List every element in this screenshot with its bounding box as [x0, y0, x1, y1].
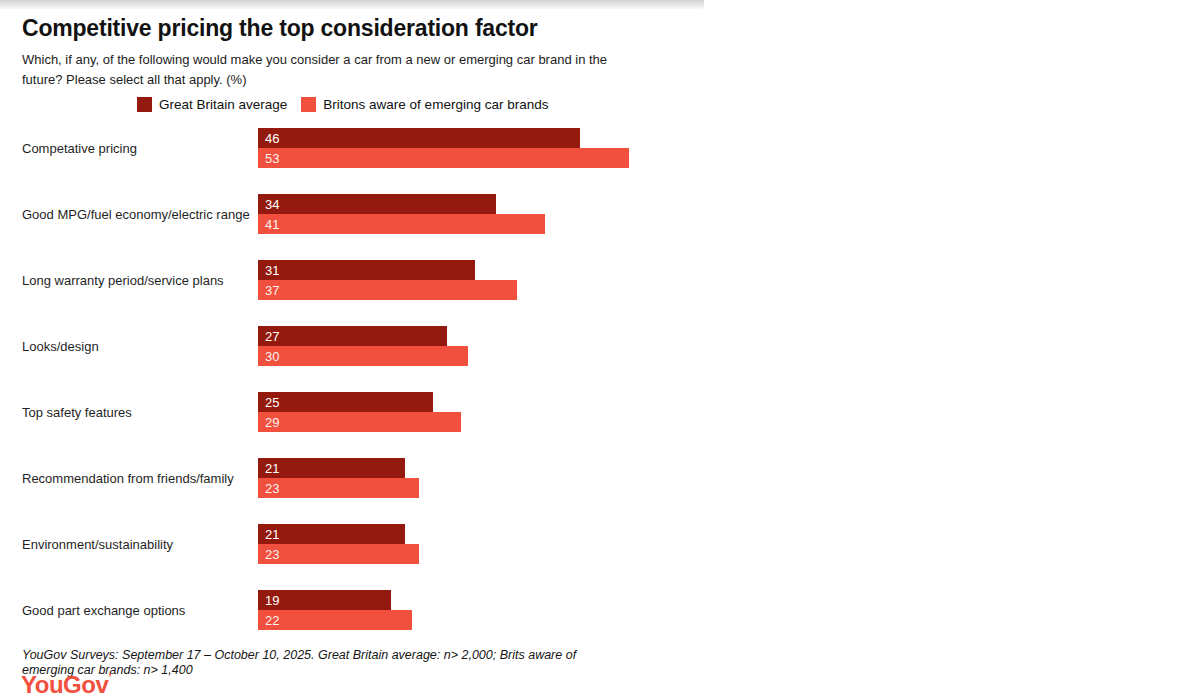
bar-gb-average: 27: [258, 326, 447, 346]
bar-pair: 2123: [258, 524, 419, 564]
bar-gb-average: 25: [258, 392, 433, 412]
bar-pair: 2730: [258, 326, 468, 366]
category-label: Good MPG/fuel economy/electric range: [22, 194, 254, 234]
bar-gb-average: 21: [258, 524, 405, 544]
bar-pair: 2529: [258, 392, 461, 432]
window-edge-strip: [0, 0, 704, 9]
bar-britons-aware: 29: [258, 412, 461, 432]
value-label: 23: [258, 547, 279, 562]
value-label: 37: [258, 283, 279, 298]
chart-row: Environment/sustainability 2123: [0, 524, 720, 590]
category-label: Top safety features: [22, 392, 254, 432]
bar-gb-average: 46: [258, 128, 580, 148]
bar-gb-average: 31: [258, 260, 475, 280]
value-label: 46: [258, 131, 279, 146]
value-label: 27: [258, 329, 279, 344]
value-label: 21: [258, 461, 279, 476]
page-title: Competitive pricing the top consideratio…: [22, 15, 538, 42]
category-label: Good part exchange options: [22, 590, 254, 630]
chart-row: Long warranty period/service plans 3137: [0, 260, 720, 326]
chart-row: Good MPG/fuel economy/electric range 344…: [0, 194, 720, 260]
value-label: 19: [258, 593, 279, 608]
value-label: 22: [258, 613, 279, 628]
bar-britons-aware: 53: [258, 148, 629, 168]
legend-label: Britons aware of emerging car brands: [323, 97, 548, 112]
legend-swatch-icon: [301, 97, 316, 112]
category-label: Environment/sustainability: [22, 524, 254, 564]
category-label: Long warranty period/service plans: [22, 260, 254, 300]
bar-chart: Competative pricing 4653 Good MPG/fuel e…: [0, 128, 720, 656]
chart-row: Looks/design 2730: [0, 326, 720, 392]
value-label: 31: [258, 263, 279, 278]
bar-gb-average: 19: [258, 590, 391, 610]
category-label: Looks/design: [22, 326, 254, 366]
chart-canvas: Competitive pricing the top consideratio…: [0, 0, 1200, 700]
chart-legend: Great Britain average Britons aware of e…: [137, 97, 548, 112]
value-label: 23: [258, 481, 279, 496]
yougov-logo-mark: ’: [108, 670, 111, 685]
bar-pair: 2123: [258, 458, 419, 498]
bar-britons-aware: 23: [258, 478, 419, 498]
yougov-logo-text: YouGov: [21, 671, 108, 698]
chart-row: Top safety features 2529: [0, 392, 720, 458]
bar-gb-average: 34: [258, 194, 496, 214]
bar-britons-aware: 41: [258, 214, 545, 234]
legend-item: Britons aware of emerging car brands: [301, 97, 548, 112]
legend-swatch-icon: [137, 97, 152, 112]
chart-row: Good part exchange options 1922: [0, 590, 720, 656]
value-label: 21: [258, 527, 279, 542]
bar-britons-aware: 37: [258, 280, 517, 300]
bar-britons-aware: 23: [258, 544, 419, 564]
bar-gb-average: 21: [258, 458, 405, 478]
value-label: 25: [258, 395, 279, 410]
legend-label: Great Britain average: [159, 97, 287, 112]
value-label: 29: [258, 415, 279, 430]
legend-item: Great Britain average: [137, 97, 287, 112]
chart-subtitle: Which, if any, of the following would ma…: [22, 50, 622, 90]
chart-row: Competative pricing 4653: [0, 128, 720, 194]
bar-pair: 4653: [258, 128, 629, 168]
category-label: Recommendation from friends/family: [22, 458, 254, 498]
value-label: 41: [258, 217, 279, 232]
bar-britons-aware: 22: [258, 610, 412, 630]
value-label: 30: [258, 349, 279, 364]
bar-pair: 3441: [258, 194, 545, 234]
bar-pair: 1922: [258, 590, 412, 630]
bar-britons-aware: 30: [258, 346, 468, 366]
value-label: 53: [258, 151, 279, 166]
category-label: Competative pricing: [22, 128, 254, 168]
yougov-logo: YouGov’: [21, 671, 111, 699]
value-label: 34: [258, 197, 279, 212]
chart-row: Recommendation from friends/family 2123: [0, 458, 720, 524]
bar-pair: 3137: [258, 260, 517, 300]
